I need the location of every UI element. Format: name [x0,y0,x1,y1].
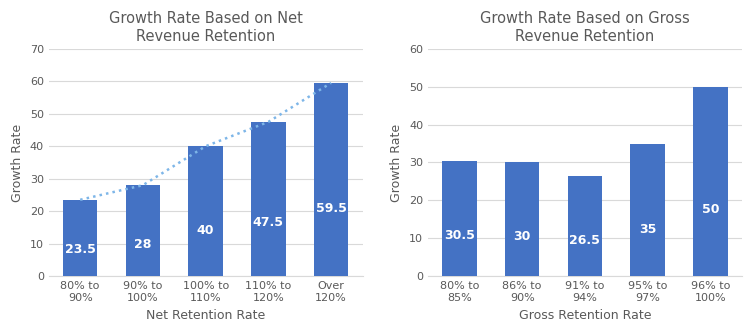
Text: 40: 40 [197,224,215,237]
Text: 35: 35 [639,223,657,236]
Title: Growth Rate Based on Gross
Revenue Retention: Growth Rate Based on Gross Revenue Reten… [480,11,690,44]
Bar [693,87,727,276]
Text: 26.5: 26.5 [569,234,600,247]
Text: 30: 30 [514,230,531,243]
Bar [251,122,285,276]
Title: Growth Rate Based on Net
Revenue Retention: Growth Rate Based on Net Revenue Retenti… [108,11,303,44]
Text: 28: 28 [134,238,151,251]
Bar [568,176,602,276]
Bar [505,163,539,276]
Text: 47.5: 47.5 [253,215,284,229]
Y-axis label: Growth Rate: Growth Rate [390,124,404,201]
X-axis label: Gross Retention Rate: Gross Retention Rate [519,309,651,322]
Text: 59.5: 59.5 [316,202,346,215]
Bar [188,146,223,276]
Bar [314,83,349,276]
Bar [63,200,97,276]
Text: 23.5: 23.5 [65,243,96,256]
Bar [442,161,477,276]
Text: 50: 50 [702,203,719,216]
Text: 30.5: 30.5 [444,229,475,242]
Bar [126,185,160,276]
Bar [630,144,665,276]
Y-axis label: Growth Rate: Growth Rate [11,124,24,201]
X-axis label: Net Retention Rate: Net Retention Rate [146,309,265,322]
